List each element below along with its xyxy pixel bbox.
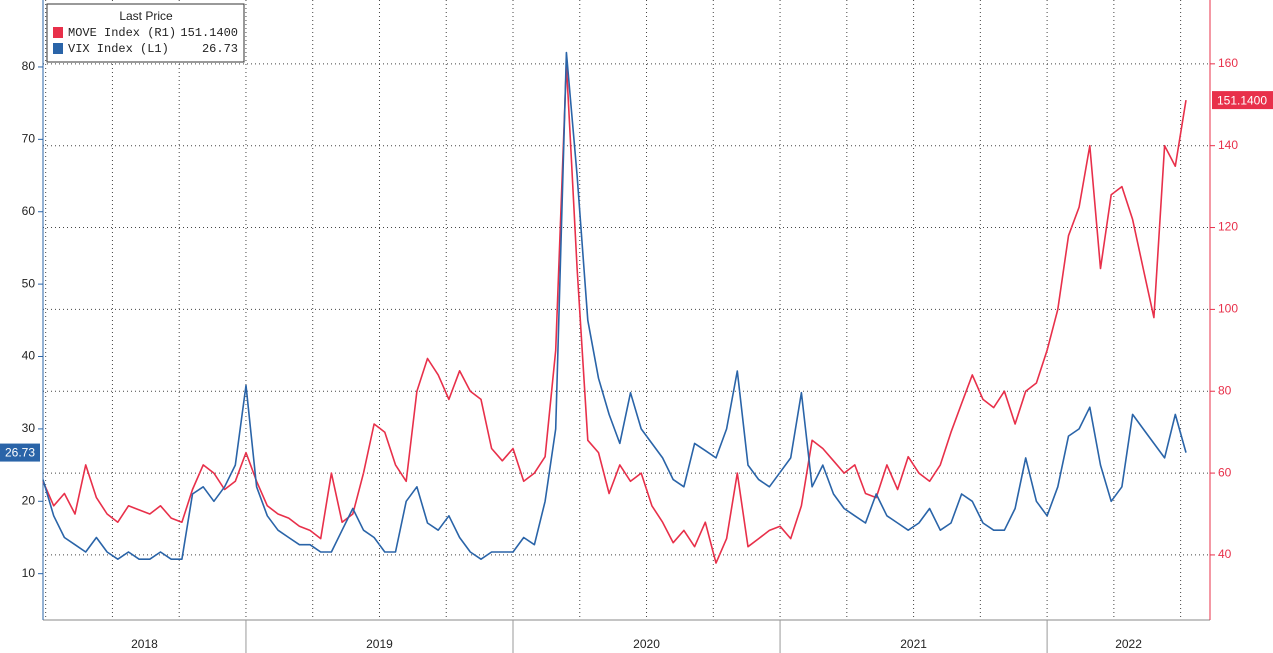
series-line <box>42 63 1187 564</box>
legend: Last Price MOVE Index (R1) 151.1400 VIX Ind… <box>46 3 245 63</box>
y-tick-label: 10 <box>22 566 36 580</box>
legend-title: Last Price <box>119 9 173 23</box>
y2-tick-label: 80 <box>1218 383 1232 397</box>
last-value-label: 26.73 <box>5 446 35 460</box>
x-tick-label: 2021 <box>900 637 927 651</box>
y-tick-label: 20 <box>22 493 36 507</box>
last-value-tag <box>1212 91 1273 110</box>
legend-value: 26.73 <box>202 42 238 56</box>
x-tick-label: 2020 <box>633 637 660 651</box>
y2-tick-label: 140 <box>1218 138 1238 152</box>
legend-label: MOVE Index (R1) <box>68 26 176 40</box>
y2-tick-label: 160 <box>1218 56 1238 70</box>
last-value-tag <box>0 443 40 462</box>
y2-tick-label: 60 <box>1218 465 1232 479</box>
legend-box <box>46 3 245 63</box>
x-tick-label: 2018 <box>131 637 158 651</box>
legend-swatch <box>53 27 63 38</box>
legend-value: 151.1400 <box>180 26 238 40</box>
last-value-label: 151.1400 <box>1217 93 1267 107</box>
x-tick-label: 2019 <box>366 637 393 651</box>
y-tick-label: 40 <box>22 349 36 363</box>
y2-tick-label: 100 <box>1218 302 1238 316</box>
x-tick-label: 2022 <box>1115 637 1142 651</box>
legend-swatch <box>53 43 63 54</box>
y-tick-label: 60 <box>22 204 36 218</box>
legend-label: VIX Index (L1) <box>68 42 169 56</box>
y-tick-label: 70 <box>22 132 36 146</box>
y-tick-label: 80 <box>22 59 36 73</box>
y2-tick-label: 40 <box>1218 547 1232 561</box>
y-tick-label: 30 <box>22 421 36 435</box>
series-line <box>42 51 1187 560</box>
y2-tick-label: 120 <box>1218 220 1238 234</box>
y-tick-label: 50 <box>22 276 36 290</box>
